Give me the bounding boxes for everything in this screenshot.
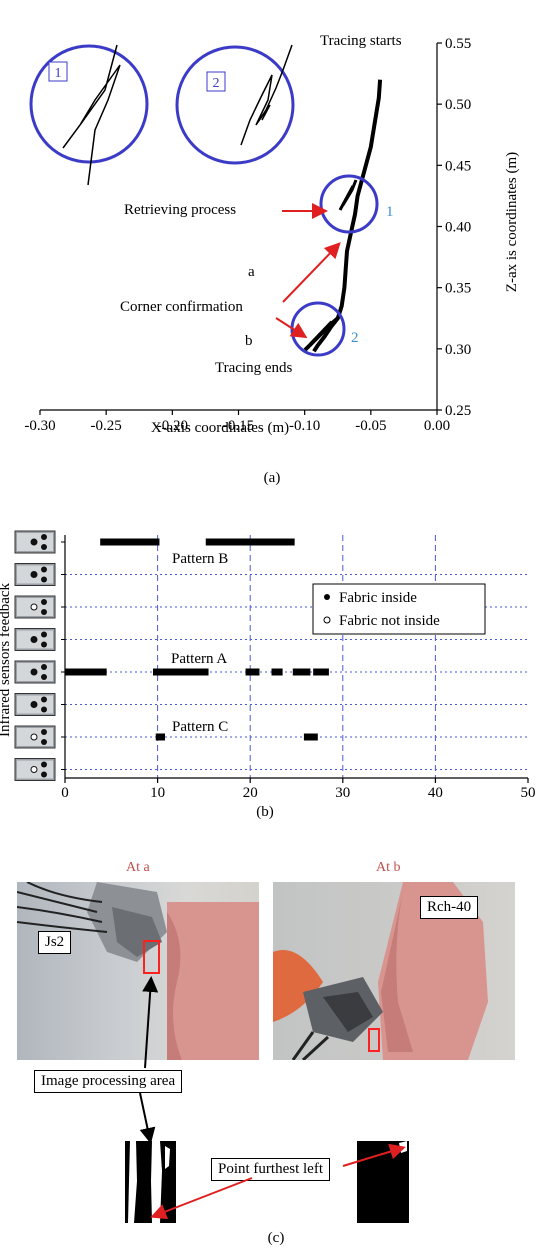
y-tick-label: 0.35 (445, 281, 471, 297)
label-tracing-ends: Tracing ends (215, 360, 293, 376)
label-point-furthest-left: Point furthest left (211, 1158, 330, 1181)
y-tick-label: 0.50 (445, 97, 471, 113)
label-retrieving-process: Retrieving process (124, 202, 236, 218)
processing-area-box-a (143, 940, 160, 974)
x-tick-label: 20 (243, 785, 258, 800)
circle-2-number: 2 (351, 330, 359, 346)
title-at-b: At b (376, 860, 401, 875)
x-tick-label: 50 (521, 785, 536, 800)
zoom-circle-1: 1 (29, 44, 149, 186)
legend: Fabric inside Fabric not inside (312, 583, 486, 635)
zoom-circle-2: 2 (175, 44, 295, 165)
sensor-segment (152, 668, 209, 676)
legend-filled-dot (324, 594, 330, 600)
figure-a: 1 2 -0.30 -0.25 -0.20 -0.15 -0.10 -0.05 0.00 0… (24, 33, 520, 436)
legend-empty-dot (323, 616, 331, 624)
x-tick-label: 40 (428, 785, 443, 800)
sensor-segment (155, 733, 166, 741)
sensor-segment (100, 538, 160, 546)
arrow-to-thumbnail-a (139, 1092, 156, 1144)
x-tick-label: -0.10 (289, 418, 320, 434)
caption-a: (a) (263, 470, 281, 486)
plot-a-y-ticks: 0.25 0.30 0.35 0.40 0.45 0.50 0.55 (437, 36, 471, 419)
sensor-icon (14, 595, 56, 619)
sensor-segments (65, 538, 329, 741)
trajectory-retrace-a (338, 179, 358, 211)
title-at-a: At a (126, 860, 150, 875)
marker-circle-1 (319, 174, 379, 234)
caption-b: (b) (256, 804, 274, 820)
x-tick-label: -0.25 (91, 418, 122, 434)
label-b: b (245, 333, 253, 349)
sensor-icon (14, 758, 56, 781)
sensor-icon (14, 693, 56, 716)
caption-c: (c) (267, 1230, 285, 1246)
trajectory-retrace-b (303, 316, 340, 352)
legend-empty-label: Fabric not inside (339, 613, 440, 629)
sensor-segment (205, 538, 295, 546)
sensor-segment (313, 668, 329, 676)
label-js2: Js2 (38, 931, 72, 954)
x-tick-label: -0.30 (24, 418, 55, 434)
plot-b-x-ticks: 0 10 20 30 40 50 (61, 778, 536, 800)
plot-b-y-label: Infrared sensors feedback (0, 582, 13, 737)
label-a: a (248, 264, 255, 280)
x-tick-label: 30 (335, 785, 350, 800)
sensor-segment (245, 668, 260, 676)
label-tracing-starts: Tracing starts (320, 33, 402, 49)
label-corner-confirmation: Corner confirmation (120, 299, 243, 315)
sensor-icon (14, 530, 56, 554)
x-tick-label: 10 (150, 785, 165, 800)
y-tick-label: 0.45 (445, 158, 471, 174)
circle-1-number: 1 (386, 204, 394, 220)
sensor-icon (14, 660, 56, 684)
plot-a-x-ticks: -0.30 -0.25 -0.20 -0.15 -0.10 -0.05 0.00 (24, 410, 450, 434)
sensor-segment (271, 668, 283, 676)
pattern-a-label: Pattern A (171, 651, 227, 667)
plot-b-axes (64, 535, 528, 779)
arrow-corner-a (282, 242, 341, 303)
zoom-2-tag: 2 (213, 76, 220, 91)
sensor-segment (292, 668, 311, 676)
sensor-segment (303, 733, 318, 741)
x-tick-label: -0.15 (223, 418, 254, 434)
y-tick-label: 0.30 (445, 342, 471, 358)
arrow-corner-b (275, 317, 308, 339)
y-tick-label: 0.25 (445, 403, 471, 419)
x-tick-label: 0.00 (424, 418, 450, 434)
x-tick-label: -0.05 (355, 418, 386, 434)
binary-thumbnail-b (357, 1141, 409, 1223)
y-tick-label: 0.55 (445, 36, 471, 52)
zoom-1-tag: 1 (55, 66, 62, 81)
x-tick-label: 0 (61, 785, 69, 800)
legend-filled-label: Fabric inside (339, 590, 417, 606)
processing-area-box-b (368, 1028, 380, 1052)
pattern-b-label: Pattern B (172, 551, 228, 567)
sensor-icons (14, 530, 65, 781)
label-rch40: Rch-40 (420, 896, 479, 919)
sensor-icon (14, 563, 56, 586)
pattern-c-label: Pattern C (172, 719, 228, 735)
sensor-icon (14, 628, 56, 651)
plot-b-gridlines (65, 535, 528, 778)
plot-a-y-label: Z-ax is coordinates (m) (504, 152, 520, 292)
photo-at-a: Js2 (17, 882, 259, 1060)
sensor-icon (14, 725, 56, 749)
plot-b-x-label: Time (m) (268, 799, 325, 800)
figure-b: 0 10 20 30 40 50 Time (m) Infrared sensors fe… (0, 530, 536, 800)
trajectory-line (312, 79, 383, 353)
plot-a-x-label: X-axis coordinates (m) (151, 420, 289, 436)
binary-thumbnail-a (125, 1141, 176, 1223)
x-tick-label: -0.20 (157, 418, 188, 434)
photo-at-b: Rch-40 (273, 882, 515, 1060)
y-tick-label: 0.40 (445, 220, 471, 236)
sensor-segment (65, 668, 107, 676)
label-image-processing-area: Image processing area (34, 1070, 183, 1093)
